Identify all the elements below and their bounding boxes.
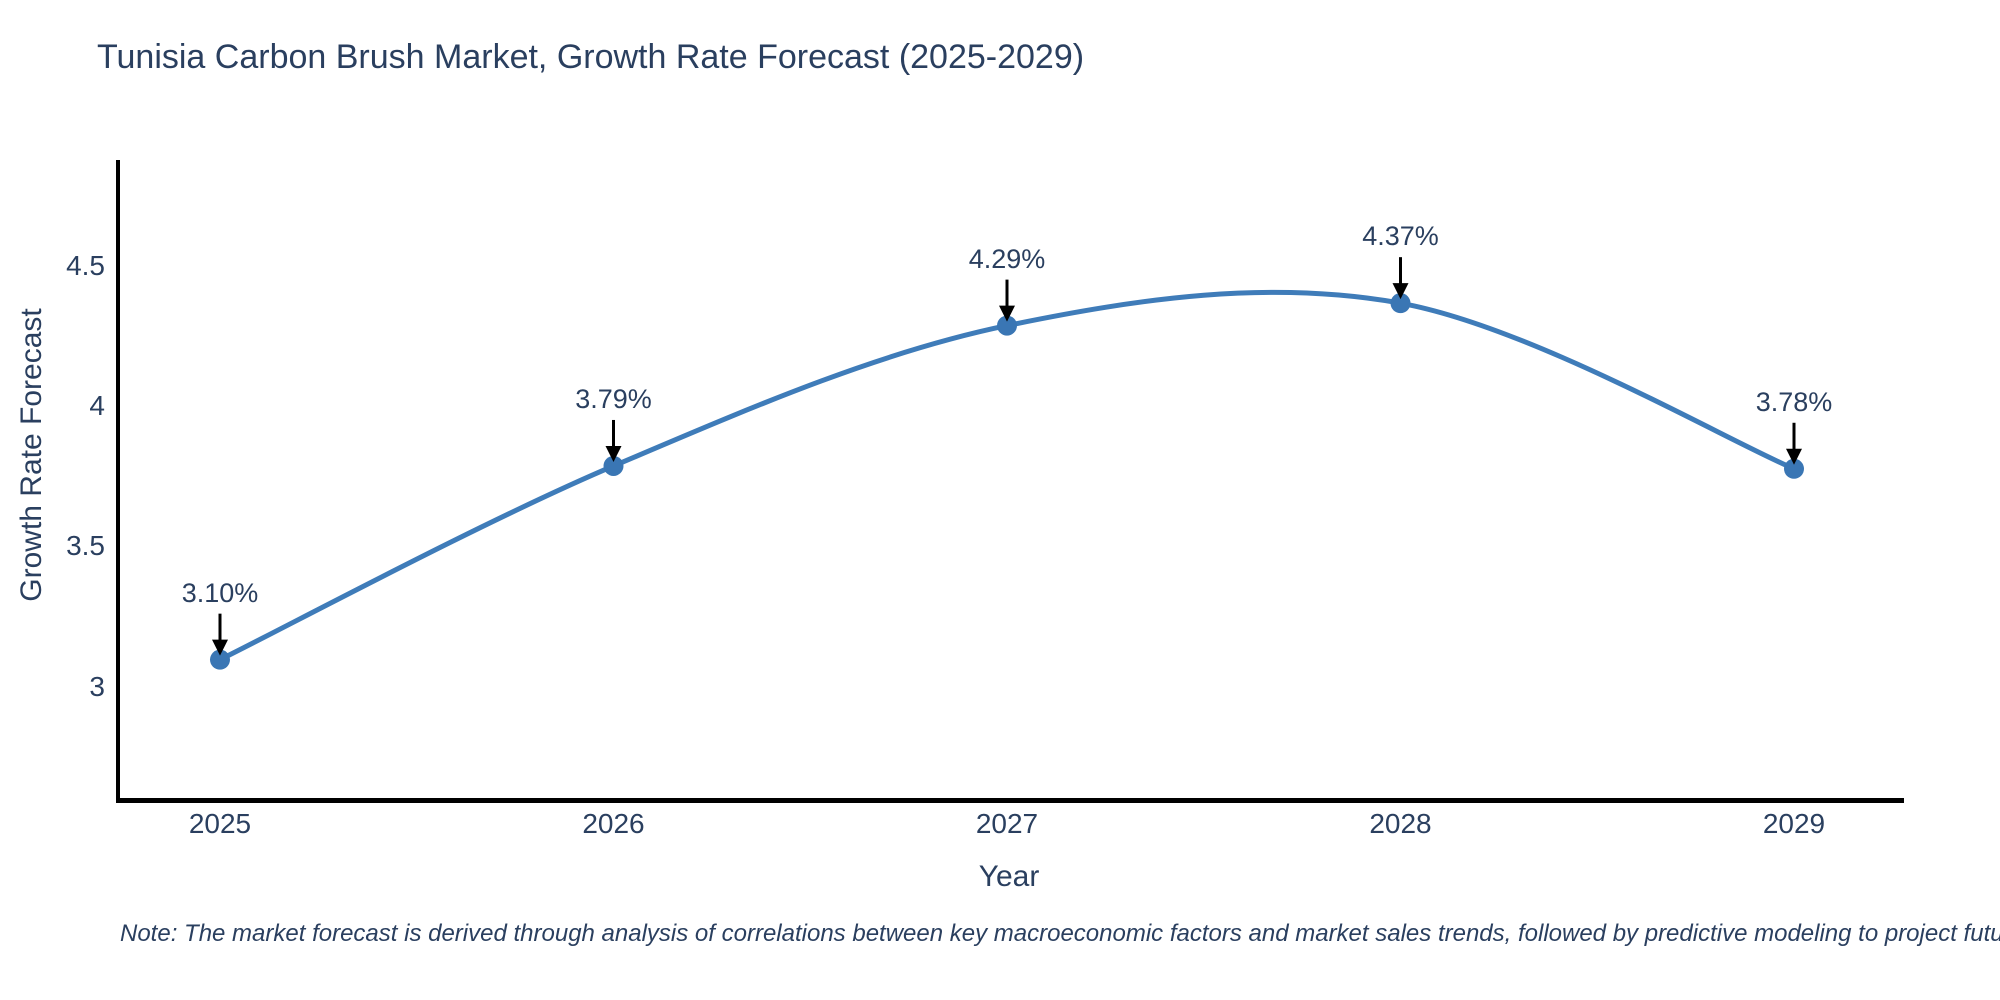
x-tick-label: 2028 <box>1369 808 1432 839</box>
point-annotation: 3.79% <box>575 383 652 414</box>
x-tick-label: 2029 <box>1762 808 1826 839</box>
y-axis-title: Growth Rate Forecast <box>15 308 48 602</box>
y-tick-label: 4.5 <box>66 249 105 281</box>
y-axis-spine <box>116 160 120 802</box>
y-tick-label: 3 <box>89 670 105 702</box>
point-annotation: 4.37% <box>1362 221 1439 252</box>
y-tick-label: 3.5 <box>66 530 105 562</box>
x-tick-label: 2027 <box>975 808 1039 839</box>
data-point-2028 <box>1390 293 1411 314</box>
y-tick-label: 4 <box>89 390 105 422</box>
point-annotation: 3.78% <box>1755 386 1833 417</box>
x-tick-label: 2026 <box>582 808 645 839</box>
data-point-2026 <box>603 455 624 476</box>
point-annotation: 3.10% <box>181 577 259 608</box>
data-point-2025 <box>210 649 230 670</box>
point-annotation: 4.29% <box>968 243 1046 274</box>
annotation-arrow-head <box>1392 283 1409 300</box>
annotation-arrow-head <box>1786 448 1802 465</box>
data-point-2029 <box>1784 458 1804 479</box>
trend-line <box>217 289 1797 663</box>
annotation-arrow-head <box>999 305 1015 322</box>
chart-title: Tunisia Carbon Brush Market, Growth Rate… <box>97 38 1085 76</box>
annotation-arrow-head <box>212 639 228 656</box>
x-axis-spine <box>116 798 1904 803</box>
footnote: Note: The market forecast is derived thr… <box>120 920 2000 947</box>
annotation-arrow-head <box>605 445 622 462</box>
data-point-2027 <box>997 315 1017 336</box>
x-tick-label: 2025 <box>188 808 252 839</box>
x-axis-title: Year <box>978 860 1040 893</box>
